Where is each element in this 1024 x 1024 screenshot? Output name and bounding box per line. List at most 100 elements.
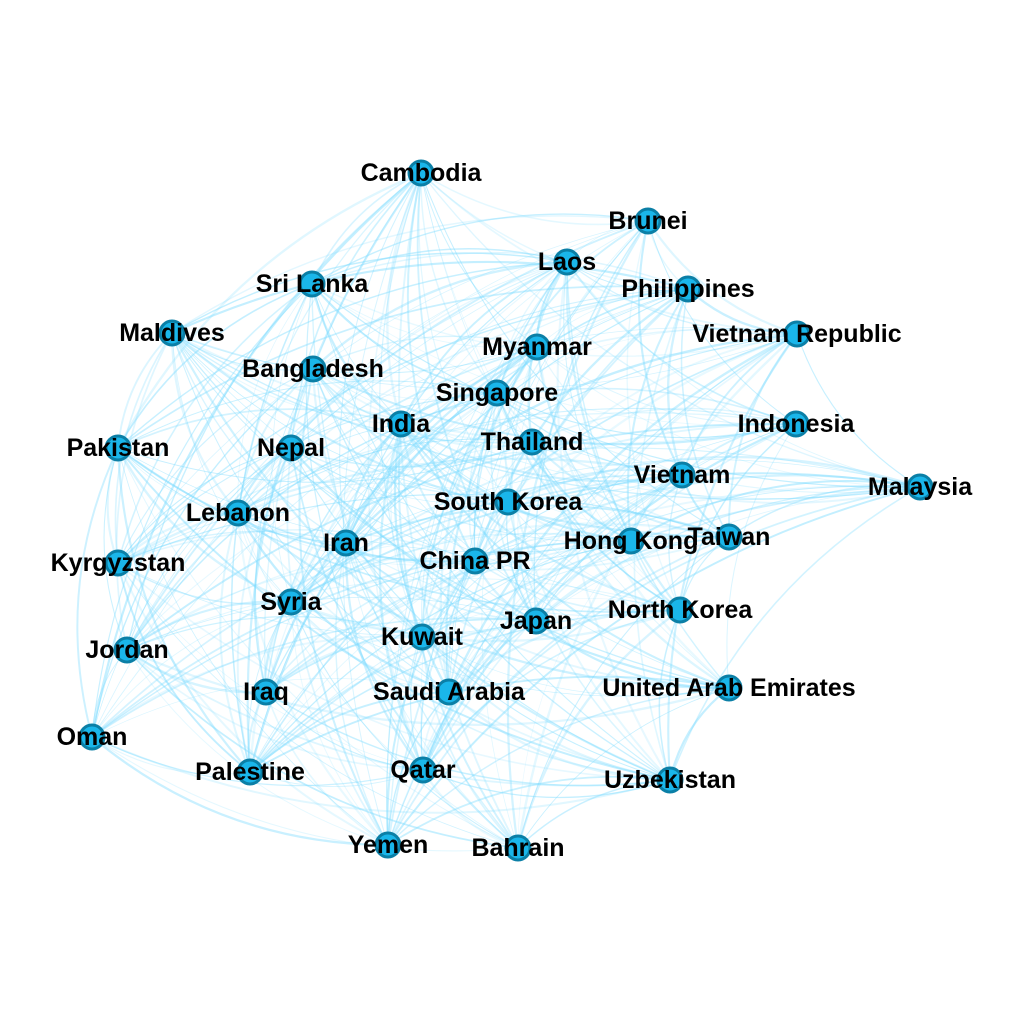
node-malaysia[interactable] xyxy=(906,473,934,501)
node-uzbekistan[interactable] xyxy=(656,766,684,794)
edge xyxy=(117,412,797,564)
node-laos[interactable] xyxy=(553,248,581,276)
edge xyxy=(496,392,681,611)
node-maldives[interactable] xyxy=(158,319,186,347)
edge xyxy=(91,447,292,738)
node-vietnam[interactable] xyxy=(668,461,696,489)
label-layer: Cambodia Brunei Laos Philippines Sri Lanka Ma… xyxy=(51,159,974,862)
edge xyxy=(117,261,568,449)
node-yemen[interactable] xyxy=(374,831,402,859)
edge xyxy=(535,333,798,622)
node-syria[interactable] xyxy=(277,588,305,616)
edge xyxy=(448,220,649,693)
node-thailand[interactable] xyxy=(518,428,546,456)
node-kyrgyzstan[interactable] xyxy=(104,549,132,577)
node-jordan[interactable] xyxy=(113,636,141,664)
edge xyxy=(679,423,797,611)
edge xyxy=(126,533,632,651)
edge xyxy=(171,260,689,334)
edge xyxy=(126,649,519,849)
node-pakistan[interactable] xyxy=(104,434,132,462)
node-kuwait[interactable] xyxy=(408,623,436,651)
edge xyxy=(728,333,798,538)
edge xyxy=(290,601,671,781)
node-china-pr[interactable] xyxy=(461,547,489,575)
edge xyxy=(117,562,251,773)
node-india[interactable] xyxy=(387,410,415,438)
edge xyxy=(400,387,797,425)
edge xyxy=(507,333,798,503)
node-label-qatar: Qatar xyxy=(390,756,456,784)
node-saudi-arabia[interactable] xyxy=(435,678,463,706)
node-south-korea[interactable] xyxy=(494,488,522,516)
node-bangladesh[interactable] xyxy=(299,355,327,383)
node-iran[interactable] xyxy=(332,529,360,557)
edge xyxy=(387,775,671,846)
edge xyxy=(496,392,797,439)
node-iraq[interactable] xyxy=(252,678,280,706)
node-label-india: India xyxy=(372,410,431,438)
node-lebanon[interactable] xyxy=(224,499,252,527)
edge xyxy=(312,368,797,446)
edge xyxy=(237,423,402,514)
node-nepal[interactable] xyxy=(277,434,305,462)
edge xyxy=(249,474,683,773)
edge xyxy=(531,441,730,539)
edge xyxy=(236,447,292,773)
edge xyxy=(505,261,568,503)
node-united-arab-emirates[interactable] xyxy=(715,674,743,702)
node-label-taiwan: Taiwan xyxy=(688,523,771,551)
node-hong-kong[interactable] xyxy=(617,527,645,555)
edge xyxy=(342,172,422,846)
node-bahrain[interactable] xyxy=(504,834,532,862)
node-oman[interactable] xyxy=(78,723,106,751)
node-myanmar[interactable] xyxy=(523,333,551,361)
edge xyxy=(171,332,797,445)
edge xyxy=(290,473,683,603)
edge xyxy=(286,447,389,846)
node-philippines[interactable] xyxy=(674,275,702,303)
node-label-singapore: Singapore xyxy=(436,379,558,407)
edge xyxy=(117,332,173,449)
node-sri-lanka[interactable] xyxy=(298,270,326,298)
node-palestine[interactable] xyxy=(236,758,264,786)
edge xyxy=(91,736,671,814)
node-taiwan[interactable] xyxy=(715,523,743,551)
edge xyxy=(117,447,389,846)
edge xyxy=(507,501,671,781)
node-label-uzbekistan: Uzbekistan xyxy=(604,766,736,794)
edge xyxy=(566,261,798,336)
edge xyxy=(386,346,538,846)
edge xyxy=(448,423,797,693)
node-brunei[interactable] xyxy=(634,207,662,235)
edge xyxy=(535,346,730,689)
edge xyxy=(416,172,537,622)
node-label-maldives: Maldives xyxy=(119,319,225,347)
edge xyxy=(344,423,402,544)
edge xyxy=(496,288,689,394)
edge xyxy=(421,636,671,781)
edge xyxy=(237,438,533,514)
node-label-saudi-arabia: Saudi Arabia xyxy=(373,678,526,706)
edge xyxy=(312,368,921,499)
edge xyxy=(556,261,671,781)
node-japan[interactable] xyxy=(522,607,550,635)
edge xyxy=(117,447,292,564)
edge xyxy=(171,215,649,334)
edge xyxy=(420,172,798,335)
edge xyxy=(345,392,498,544)
node-vietnam-republic[interactable] xyxy=(783,320,811,348)
edge xyxy=(311,283,509,503)
edge xyxy=(421,332,798,638)
edge xyxy=(117,368,314,564)
edge xyxy=(647,220,798,336)
node-north-korea[interactable] xyxy=(666,596,694,624)
node-indonesia[interactable] xyxy=(782,410,810,438)
edge xyxy=(630,480,921,542)
edge xyxy=(681,423,797,476)
edge xyxy=(126,648,730,726)
node-singapore[interactable] xyxy=(483,379,511,407)
node-qatar[interactable] xyxy=(409,756,437,784)
node-cambodia[interactable] xyxy=(407,159,435,187)
edge xyxy=(474,441,533,562)
